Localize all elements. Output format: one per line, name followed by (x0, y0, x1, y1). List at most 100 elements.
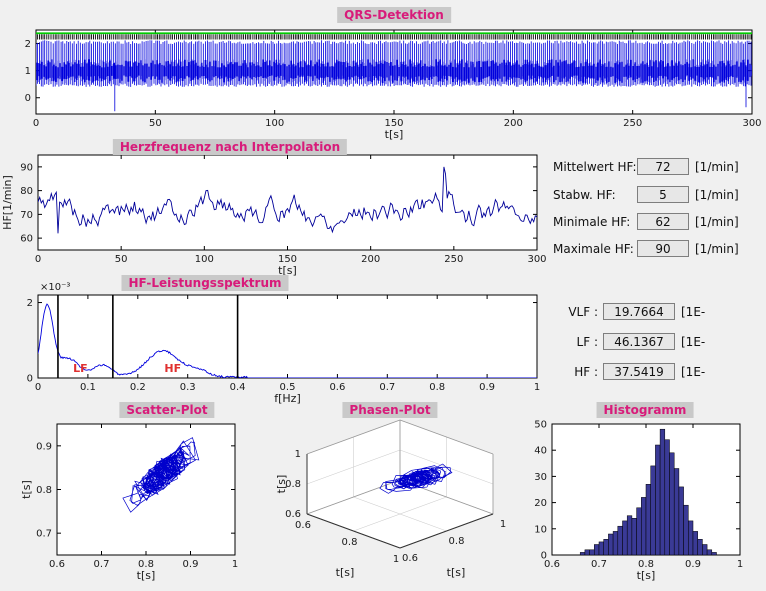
histogram-bar (697, 539, 703, 556)
svg-text:1: 1 (534, 382, 540, 393)
svg-text:200: 200 (361, 254, 380, 265)
svg-text:1: 1 (500, 519, 506, 530)
stat-unit-stabw: [1/min] (695, 187, 739, 202)
histogram-bar (622, 520, 628, 556)
histogram-bar (664, 439, 670, 556)
svg-text:0.1: 0.1 (80, 382, 96, 393)
stat-label-hf: HF : (574, 364, 598, 379)
stat-unit-vlf: [1E- (681, 304, 706, 319)
svg-text:0.7: 0.7 (379, 382, 395, 393)
svg-text:1: 1 (737, 559, 743, 570)
svg-text:100: 100 (195, 254, 214, 265)
stat-row-mittelwert: Mittelwert HF: [1/min] (553, 158, 739, 175)
svg-text:0.2: 0.2 (130, 382, 146, 393)
svg-text:150: 150 (278, 254, 297, 265)
svg-text:2: 2 (25, 39, 31, 50)
svg-text:0: 0 (35, 254, 41, 265)
svg-text:0.8: 0.8 (449, 536, 465, 547)
histogram-plot-title: Histogramm (596, 402, 694, 418)
svg-text:0.9: 0.9 (685, 559, 701, 570)
stat-input-vlf[interactable] (603, 303, 675, 320)
svg-text:0.4: 0.4 (230, 382, 246, 393)
histogram-bar (617, 525, 623, 556)
histogram-bar (683, 504, 689, 556)
band-label-lf: LF (73, 362, 88, 375)
stat-unit-lf: [1E- (681, 334, 706, 349)
histogram-bar (612, 531, 619, 556)
stat-row-lf: LF : [1E- (558, 333, 705, 350)
phase-trajectory (379, 463, 453, 494)
stat-input-stabw[interactable] (637, 186, 689, 203)
stat-row-hf: HF : [1E- (558, 363, 705, 380)
histogram-bar (608, 533, 614, 556)
svg-text:70: 70 (20, 210, 33, 221)
stat-row-minimale: Minimale HF: [1/min] (553, 213, 739, 230)
scatter-plot: 0.6 0.7 0.8 0.9 1 0.7 0.8 0.9 t[s] t[s] (20, 423, 238, 582)
svg-text:20: 20 (534, 498, 547, 509)
svg-text:50: 50 (115, 254, 128, 265)
svg-text:0.6: 0.6 (49, 559, 65, 570)
svg-text:250: 250 (444, 254, 463, 265)
svg-text:0.7: 0.7 (591, 559, 607, 570)
hr-plot: 0 50 100 150 200 250 300 60 70 80 90 t[s] HF[1/min] (1, 154, 547, 277)
histogram-bar (673, 468, 680, 556)
svg-text:1: 1 (295, 449, 301, 460)
svg-text:50: 50 (534, 420, 547, 431)
histogram-bar (645, 484, 651, 556)
svg-text:t[s]: t[s] (385, 128, 404, 141)
stat-input-minimale[interactable] (637, 213, 689, 230)
svg-text:f[Hz]: f[Hz] (274, 392, 301, 405)
svg-text:0.8: 0.8 (429, 382, 445, 393)
svg-text:0: 0 (541, 551, 547, 562)
svg-text:0.7: 0.7 (36, 529, 52, 540)
svg-text:0.8: 0.8 (36, 485, 52, 496)
stat-input-hf[interactable] (603, 363, 675, 380)
svg-text:HF[1/min]: HF[1/min] (1, 175, 14, 230)
hr-line (38, 166, 537, 234)
stat-label-minimale: Minimale HF: (553, 214, 631, 229)
histogram-bar (688, 520, 694, 556)
stat-unit-hf: [1E- (681, 364, 706, 379)
stat-label-lf: LF : (576, 334, 598, 349)
y-exponent-label: ×10⁻³ (40, 282, 70, 293)
histogram-bar (589, 549, 595, 556)
qrs-markers (35, 34, 752, 40)
stat-row-maximale: Maximale HF: [1/min] (553, 240, 739, 257)
ecg-signal (36, 40, 752, 112)
svg-text:t[s]: t[s] (20, 480, 33, 499)
svg-text:300: 300 (527, 254, 546, 265)
svg-text:t[s]: t[s] (447, 566, 466, 579)
spectrum-plot-title: HF-Leistungsspektrum (121, 275, 289, 291)
stat-input-mittelwert[interactable] (637, 158, 689, 175)
histogram-bar (598, 541, 604, 556)
svg-text:100: 100 (265, 118, 284, 129)
svg-text:0.6: 0.6 (295, 520, 311, 531)
svg-text:0: 0 (25, 93, 31, 104)
svg-text:10: 10 (534, 524, 547, 535)
svg-text:0.9: 0.9 (36, 441, 52, 452)
svg-text:50: 50 (149, 118, 162, 129)
stat-input-maximale[interactable] (637, 240, 689, 257)
histogram-bar (594, 544, 600, 556)
svg-text:0.3: 0.3 (180, 382, 196, 393)
qrs-plot-title: QRS-Detektion (337, 7, 451, 23)
svg-text:t[s]: t[s] (137, 569, 156, 582)
svg-text:0: 0 (35, 382, 41, 393)
stat-row-vlf: VLF : [1E- (558, 303, 705, 320)
svg-text:0.9: 0.9 (479, 382, 495, 393)
poincare-line (122, 437, 200, 513)
hr-axes (37, 154, 538, 251)
stat-label-vlf: VLF : (568, 304, 598, 319)
svg-text:0.7: 0.7 (94, 559, 110, 570)
stat-unit-mittelwert: [1/min] (695, 159, 739, 174)
svg-text:0.9: 0.9 (183, 559, 199, 570)
svg-text:0.8: 0.8 (285, 479, 301, 490)
stat-unit-maximale: [1/min] (695, 241, 739, 256)
svg-text:0: 0 (33, 118, 39, 129)
stat-unit-minimale: [1/min] (695, 214, 739, 229)
stat-input-lf[interactable] (603, 333, 675, 350)
histogram-bar (650, 465, 656, 556)
